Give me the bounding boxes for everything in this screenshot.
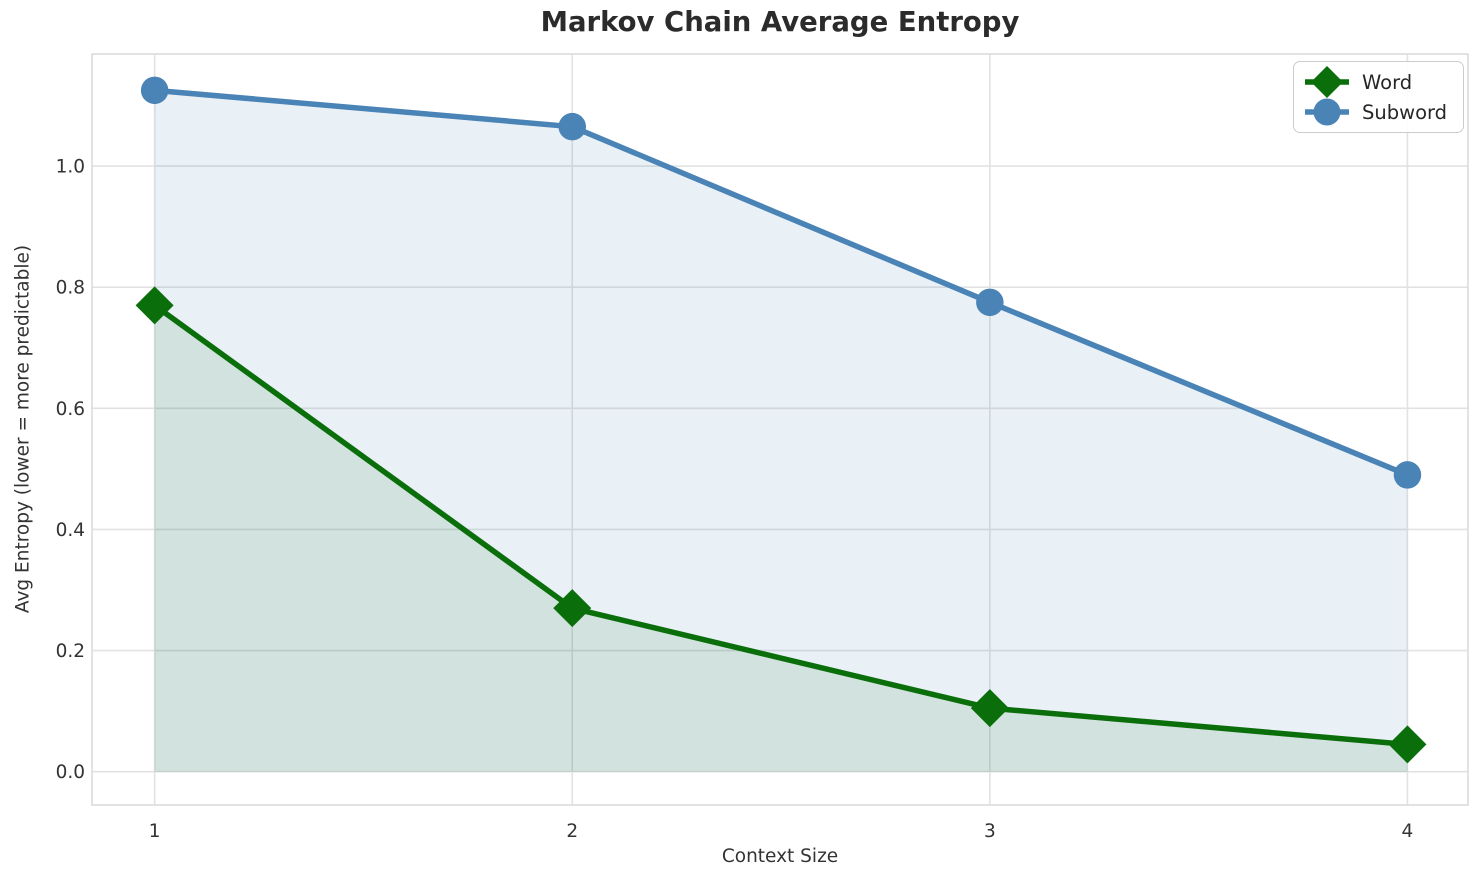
marker-word (553, 589, 592, 628)
area-fill-subword (154, 90, 1408, 772)
y-tick-label: 0.8 (56, 278, 85, 299)
y-axis-label: Avg Entropy (lower = more predictable) (12, 244, 34, 614)
marker-subword (1393, 461, 1422, 489)
subword-legend-circle (1313, 98, 1341, 126)
legend-item-word: Word (1303, 66, 1447, 98)
legend-label-word: Word (1362, 70, 1413, 94)
series-line-subword (151, 87, 1411, 478)
x-tick-label: 2 (566, 821, 578, 842)
subword-circle-marker-icon (1305, 98, 1349, 126)
y-tick-label: 0.6 (56, 399, 85, 420)
x-tick-label: 3 (984, 821, 996, 842)
marker-word (135, 286, 174, 325)
y-tick-label: 0.4 (56, 520, 85, 541)
x-tick-label: 4 (1402, 821, 1414, 842)
chart-title: Markov Chain Average Entropy (540, 6, 1020, 38)
y-tick-label: 0.2 (56, 641, 85, 662)
legend: Word Subword (1293, 61, 1465, 133)
y-tick-label: 1.0 (56, 157, 85, 178)
marker-word (970, 689, 1009, 728)
x-axis-label: Context Size (721, 846, 839, 867)
x-tick-label: 1 (149, 821, 161, 842)
word-legend-diamond (1311, 66, 1343, 98)
marker-subword (976, 288, 1004, 317)
area-fill-word (154, 305, 1408, 772)
marker-subword (140, 76, 169, 105)
plot-border (91, 53, 1469, 806)
word-diamond-marker-icon (1305, 66, 1349, 98)
y-tick-label: 0.0 (56, 762, 85, 783)
legend-item-subword: Subword (1303, 97, 1447, 127)
legend-label-subword: Subword (1362, 100, 1448, 124)
marker-subword (558, 112, 586, 141)
marker-word (1388, 725, 1427, 764)
series-line-word (151, 302, 1411, 748)
